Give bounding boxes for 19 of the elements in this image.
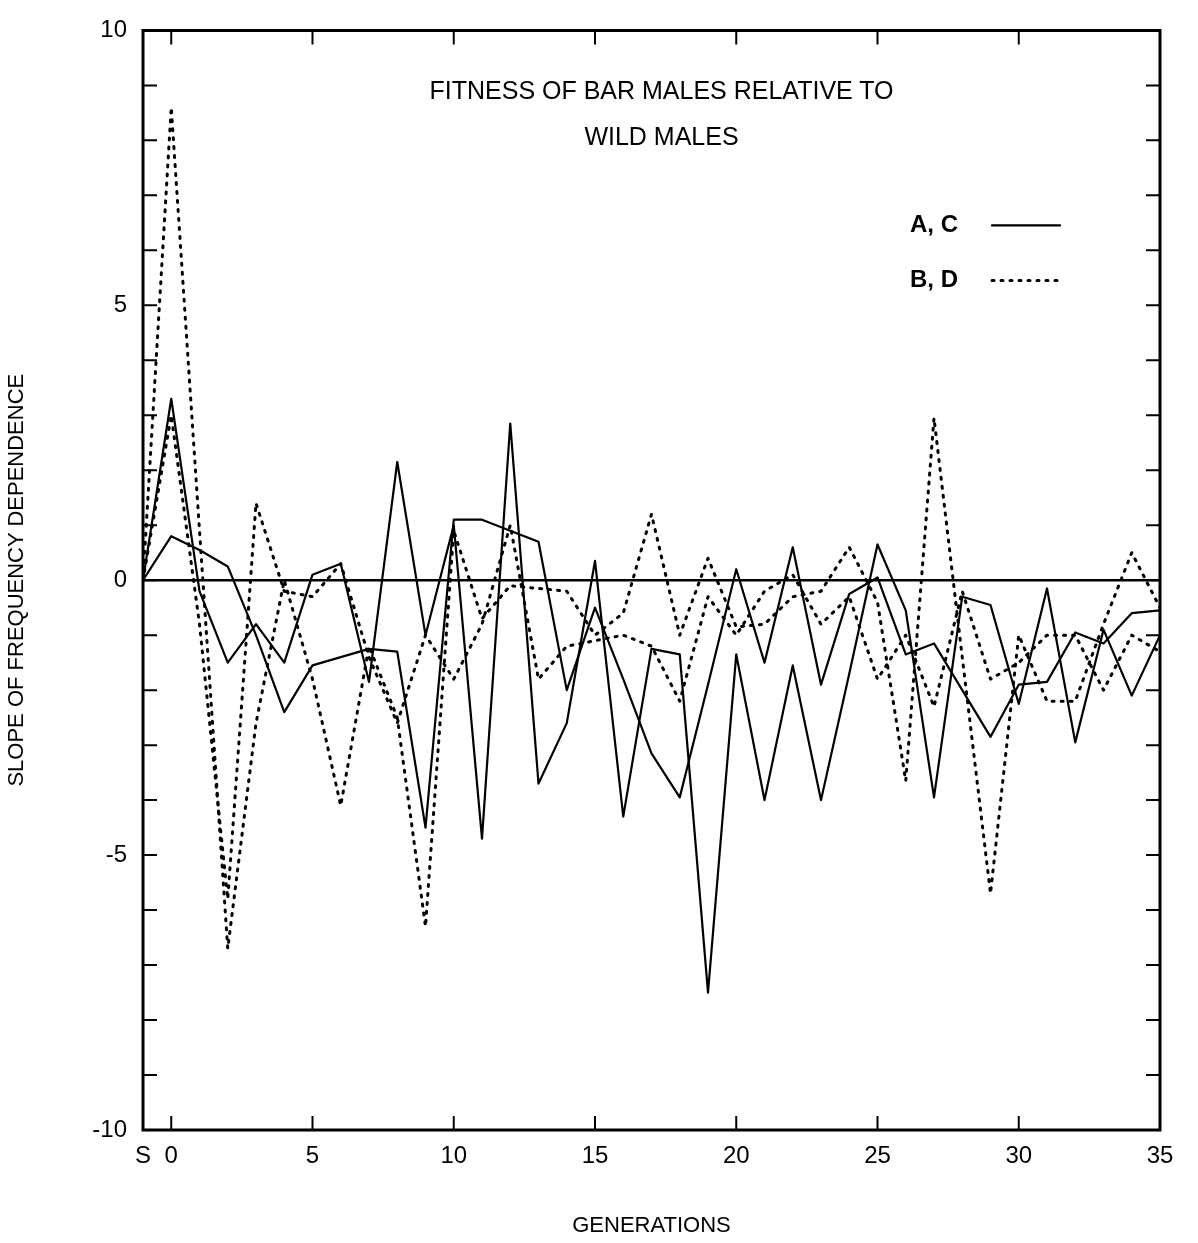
legend-label: A, C: [910, 210, 958, 238]
x-tick-label: 30: [1005, 1141, 1033, 1169]
y-tick-label: 10: [100, 15, 127, 43]
x-tick-label: S: [134, 1141, 152, 1169]
y-tick-label: 0: [113, 564, 127, 592]
x-tick-label: 5: [305, 1141, 320, 1169]
x-tick-label: 35: [1146, 1141, 1174, 1169]
y-tick-label: 5: [113, 289, 127, 317]
x-tick-label: 15: [581, 1141, 609, 1169]
text: FITNESS OF BAR MALES RELATIVE TO WILD MALES: [429, 76, 894, 151]
y-axis-title: SLOPE OF FREQUENCY DEPENDENCE: [3, 373, 29, 787]
y-tick-label: -10: [92, 1114, 127, 1142]
x-axis-title: GENERATIONS: [572, 1211, 731, 1237]
x-tick-label: 10: [440, 1141, 468, 1169]
legend-label: B, D: [910, 265, 958, 293]
y-tick-label: -5: [105, 839, 127, 867]
x-tick-label: 25: [864, 1141, 891, 1169]
x-tick-label: 0: [164, 1141, 178, 1169]
x-tick-label: 20: [722, 1141, 750, 1169]
